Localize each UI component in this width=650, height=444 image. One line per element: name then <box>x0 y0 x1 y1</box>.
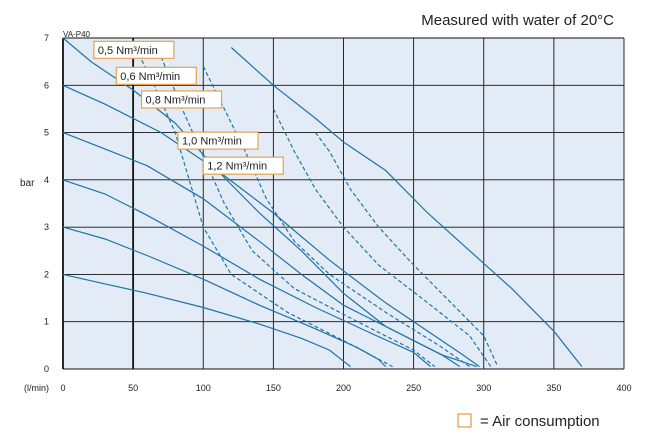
pressure-curve-1 <box>62 84 480 368</box>
legend-text: = Air consumption <box>480 413 600 430</box>
air-label-2: 0,8 Nm³/min <box>140 90 223 109</box>
x-axis-label: (l/min) <box>24 383 49 393</box>
air-label-3: 1,0 Nm³/min <box>177 131 259 150</box>
y-tick-label: 1 <box>44 317 49 327</box>
x-tick-label: 250 <box>406 383 421 393</box>
tick-labels: 0 50 100 150 200 250 300 350 400 0 1 2 3 4 5 6 7 <box>44 33 632 393</box>
y-tick-label: 0 <box>44 364 49 374</box>
x-tick-label: 50 <box>128 383 138 393</box>
y-tick-label: 2 <box>44 269 49 279</box>
air-label-0: 0,5 Nm³/min <box>93 40 175 59</box>
x-tick-label: 150 <box>266 383 281 393</box>
air-consumption-labels: 0,5 Nm³/min 0,6 Nm³/min 0,8 Nm³/min 1,0 Nm³… <box>93 40 284 175</box>
y-tick-label: 4 <box>44 175 49 185</box>
x-tick-label: 400 <box>616 383 631 393</box>
pressure-curve-6 <box>230 47 583 367</box>
legend-swatch <box>457 413 472 428</box>
air-consumption-curve-11 <box>315 132 499 367</box>
y-tick-label: 3 <box>44 222 49 232</box>
chart-title: Measured with water of 20°C <box>421 12 614 29</box>
air-label-text: 0,5 Nm³/min <box>98 45 158 57</box>
air-label-4: 1,2 Nm³/min <box>202 156 284 175</box>
air-label-text: 1,2 Nm³/min <box>207 161 267 173</box>
air-label-text: 1,0 Nm³/min <box>182 136 242 148</box>
pressure-curve-3 <box>62 179 431 368</box>
air-consumption-curve-10 <box>272 108 492 367</box>
air-consumption-curve-9 <box>202 66 471 368</box>
x-tick-label: 350 <box>546 383 561 393</box>
air-label-text: 0,6 Nm³/min <box>120 71 180 83</box>
air-consumption-curve-8 <box>160 56 436 368</box>
air-consumption-curve-7 <box>132 42 393 368</box>
pressure-curve-4 <box>62 226 387 368</box>
y-tick-label: 5 <box>44 128 49 138</box>
x-tick-label: 200 <box>336 383 351 393</box>
pressure-curve-5 <box>62 273 351 368</box>
air-label-text: 0,8 Nm³/min <box>146 94 206 106</box>
model-label: VA-P40 <box>63 30 91 39</box>
x-tick-label: 0 <box>60 383 65 393</box>
air-label-1: 0,6 Nm³/min <box>115 66 197 85</box>
y-axis-label: bar <box>20 178 35 189</box>
x-tick-label: 100 <box>196 383 211 393</box>
y-tick-label: 6 <box>44 80 49 90</box>
x-tick-label: 300 <box>476 383 491 393</box>
y-tick-label: 7 <box>44 33 49 43</box>
pressure-curve-2 <box>62 132 461 368</box>
